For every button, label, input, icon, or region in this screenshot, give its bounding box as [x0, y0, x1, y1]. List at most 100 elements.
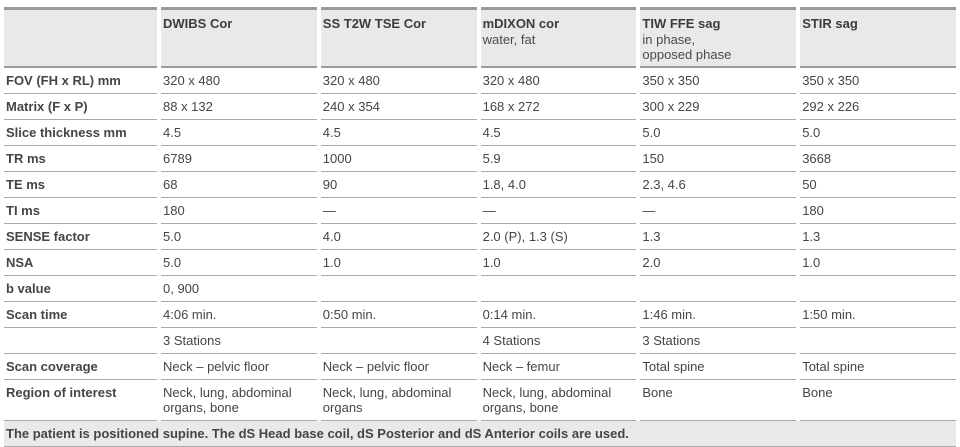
cell-value: Total spine [640, 354, 797, 380]
cell-value: 90 [320, 172, 477, 198]
header-row: DWIBS Cor SS T2W TSE Cor mDIXON cor wate… [4, 7, 956, 68]
cell-value [800, 276, 956, 302]
row-label: TE ms [4, 172, 157, 198]
table-row: Scan time 4:06 min. 0:50 min. 0:14 min. 1:46… [4, 302, 956, 328]
cell-value: 5.0 [640, 120, 797, 146]
footer-row: The patient is positioned supine. The dS… [4, 421, 956, 447]
cell-value: 180 [800, 198, 956, 224]
cell-value: 1.0 [320, 250, 477, 276]
table-row: b value 0, 900 [4, 276, 956, 302]
cell-value [320, 328, 477, 354]
cell-value: 1.0 [480, 250, 637, 276]
header-cell-dwibs-cor: DWIBS Cor [161, 7, 317, 68]
cell-value: — [320, 198, 477, 224]
cell-value: 4.5 [480, 120, 637, 146]
row-label: b value [4, 276, 157, 302]
cell-value: 88 x 132 [161, 94, 317, 120]
cell-value: Neck, lung, abdominal organs [320, 380, 477, 421]
column-subtitle: water, fat [482, 32, 536, 47]
header-cell-empty [4, 7, 157, 68]
row-label: Region of interest [4, 380, 157, 421]
cell-value: 5.9 [480, 146, 637, 172]
cell-value: — [640, 198, 797, 224]
cell-value: 0, 900 [161, 276, 317, 302]
header-cell-ss-t2w-tse-cor: SS T2W TSE Cor [320, 7, 477, 68]
cell-value: — [480, 198, 637, 224]
cell-value: 3668 [800, 146, 956, 172]
table-row: SENSE factor 5.0 4.0 2.0 (P), 1.3 (S) 1.3 1.3 [4, 224, 956, 250]
header-cell-stir-sag: STIR sag [800, 7, 956, 68]
header-cell-tiw-ffe-sag: TIW FFE sag in phase, opposed phase [640, 7, 797, 68]
column-title: SS T2W TSE Cor [322, 16, 427, 31]
column-title: DWIBS Cor [163, 16, 233, 31]
cell-value: Neck, lung, abdominal organs, bone [480, 380, 637, 421]
cell-value: 5.0 [161, 224, 317, 250]
cell-value [480, 276, 637, 302]
cell-value: 4 Stations [480, 328, 637, 354]
cell-value: 168 x 272 [480, 94, 637, 120]
row-label: SENSE factor [4, 224, 157, 250]
row-label: TI ms [4, 198, 157, 224]
cell-value: 320 x 480 [320, 68, 477, 94]
cell-value: 150 [640, 146, 797, 172]
table-row: NSA 5.0 1.0 1.0 2.0 1.0 [4, 250, 956, 276]
cell-value: Neck – femur [480, 354, 637, 380]
column-title: STIR sag [802, 16, 858, 31]
cell-value: 292 x 226 [800, 94, 956, 120]
table-row: FOV (FH x RL) mm 320 x 480 320 x 480 320 x … [4, 68, 956, 94]
cell-value: 2.0 [640, 250, 797, 276]
cell-value: Neck – pelvic floor [320, 354, 477, 380]
cell-value [320, 276, 477, 302]
cell-value: 180 [161, 198, 317, 224]
cell-value: 5.0 [161, 250, 317, 276]
cell-value: 240 x 354 [320, 94, 477, 120]
row-label: NSA [4, 250, 157, 276]
cell-value: 3 Stations [161, 328, 317, 354]
cell-value: 4:06 min. [161, 302, 317, 328]
row-label: Slice thickness mm [4, 120, 157, 146]
cell-value: 68 [161, 172, 317, 198]
cell-value: 1.3 [800, 224, 956, 250]
cell-value: Total spine [800, 354, 956, 380]
cell-value: 4.5 [161, 120, 317, 146]
cell-value: 2.3, 4.6 [640, 172, 797, 198]
row-label: Scan coverage [4, 354, 157, 380]
table-row: Region of interest Neck, lung, abdominal … [4, 380, 956, 421]
cell-value: 50 [800, 172, 956, 198]
table-row: Scan coverage Neck – pelvic floor Neck – p… [4, 354, 956, 380]
cell-value: Bone [800, 380, 956, 421]
column-title: mDIXON cor [482, 16, 560, 31]
cell-value: 0:50 min. [320, 302, 477, 328]
cell-value: 1.3 [640, 224, 797, 250]
cell-value: 350 x 350 [800, 68, 956, 94]
cell-value: 2.0 (P), 1.3 (S) [480, 224, 637, 250]
mri-sequence-parameters-table: DWIBS Cor SS T2W TSE Cor mDIXON cor wate… [0, 7, 960, 447]
table-row: TI ms 180— — —180 [4, 198, 956, 224]
table-row: Slice thickness mm 4.5 4.5 4.5 5.0 5.0 [4, 120, 956, 146]
cell-value: 0:14 min. [480, 302, 637, 328]
cell-value [800, 328, 956, 354]
cell-value: 1000 [320, 146, 477, 172]
cell-value: 1:50 min. [800, 302, 956, 328]
cell-value: Neck, lung, abdominal organs, bone [161, 380, 317, 421]
row-label [4, 328, 157, 354]
cell-value: 1.0 [800, 250, 956, 276]
row-label: Matrix (F x P) [4, 94, 157, 120]
table-row: 3 Stations 4 Stations 3 Stations [4, 328, 956, 354]
table-row: TE ms 68 90 1.8, 4.0 2.3, 4.6 50 [4, 172, 956, 198]
cell-value: 1:46 min. [640, 302, 797, 328]
cell-value: 350 x 350 [640, 68, 797, 94]
cell-value: 5.0 [800, 120, 956, 146]
table-row: TR ms 6789 1000 5.9 150 3668 [4, 146, 956, 172]
row-label: TR ms [4, 146, 157, 172]
column-title: TIW FFE sag [642, 16, 721, 31]
cell-value: 300 x 229 [640, 94, 797, 120]
table-row: Matrix (F x P) 88 x 132 240 x 354 168 x 272… [4, 94, 956, 120]
cell-value: 320 x 480 [480, 68, 637, 94]
cell-value: 4.0 [320, 224, 477, 250]
table-body: FOV (FH x RL) mm 320 x 480 320 x 480 320 x … [4, 68, 956, 421]
positioning-note: The patient is positioned supine. The dS… [4, 421, 956, 447]
cell-value: 1.8, 4.0 [480, 172, 637, 198]
cell-value: Bone [640, 380, 797, 421]
